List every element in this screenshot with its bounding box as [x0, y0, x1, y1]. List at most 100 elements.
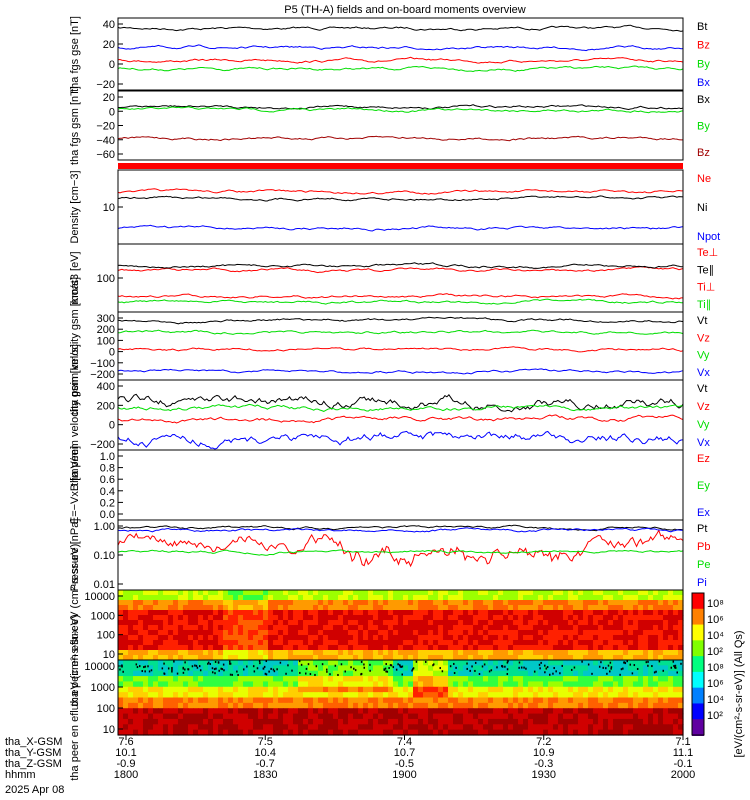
spectrogram-cell [648, 600, 654, 606]
spectrogram-cell [138, 655, 144, 661]
spectrogram-cell [173, 729, 179, 736]
spectrogram-cell [303, 681, 309, 688]
spectrogram-cell [363, 681, 369, 688]
spectrogram-cell [203, 590, 209, 596]
spectrogram-cell [443, 676, 449, 683]
spectrogram-cell [273, 650, 279, 656]
spectrogram-cell [558, 655, 564, 661]
spectrogram-cell [358, 676, 364, 683]
spectrogram-cell [568, 697, 574, 704]
spectrogram-dropout [507, 660, 509, 663]
spectrogram-cell [238, 692, 244, 699]
spectrogram-cell [613, 615, 619, 621]
spectrogram-cell [263, 708, 269, 715]
spectrogram-cell [498, 615, 504, 621]
spectrogram-cell [408, 660, 414, 666]
spectrogram-cell [288, 615, 294, 621]
spectrogram-cell [588, 681, 594, 688]
spectrogram-cell [503, 718, 509, 725]
spectrogram-cell [568, 595, 574, 601]
spectrogram-cell [623, 600, 629, 606]
spectrogram-cell [148, 702, 154, 709]
spectrogram-cell [253, 718, 259, 725]
colorbar-tick-label: 10² [707, 710, 723, 722]
spectrogram-cell [483, 630, 489, 636]
spectrogram-cell [488, 625, 494, 631]
spectrogram-dropout [222, 663, 225, 666]
spectrogram-cell [463, 718, 469, 725]
spectrogram-cell [508, 605, 514, 611]
legend-Ti⊥: Ti⊥ [697, 282, 715, 294]
spectrogram-cell [148, 590, 154, 596]
spectrogram-cell [408, 670, 414, 677]
spectrogram-cell [358, 713, 364, 720]
footer-value: 1900 [392, 769, 416, 781]
spectrogram-cell [318, 702, 324, 709]
spectrogram-cell [453, 595, 459, 601]
spectrogram-cell [348, 660, 354, 666]
spectrogram-cell [468, 702, 474, 709]
spectrogram-dropout [549, 673, 551, 676]
spectrogram-cell [483, 655, 489, 661]
spectrogram-cell [513, 630, 519, 636]
spectrogram-cell [573, 650, 579, 656]
spectrogram-cell [468, 729, 474, 736]
spectrogram-cell [208, 595, 214, 601]
spectrogram-cell [298, 655, 304, 661]
spectrogram-cell [438, 650, 444, 656]
y-tick-label: 0.2 [100, 497, 115, 509]
spectrogram-cell [528, 620, 534, 626]
spectrogram-cell [358, 605, 364, 611]
spectrogram-cell [273, 665, 279, 672]
spectrogram-cell [288, 729, 294, 736]
spectrogram-cell [598, 724, 604, 731]
spectrogram-cell [223, 724, 229, 731]
spectrogram-cell [598, 670, 604, 677]
y-tick-label: 100 [97, 273, 115, 285]
spectrogram-cell [248, 702, 254, 709]
spectrogram-cell [668, 655, 674, 661]
spectrogram-dropout [161, 667, 164, 670]
spectrogram-cell [328, 665, 334, 672]
spectrogram-cell [493, 681, 499, 688]
spectrogram-cell [268, 630, 274, 636]
spectrogram-cell [488, 650, 494, 656]
spectrogram-cell [128, 610, 134, 616]
spectrogram-cell [248, 630, 254, 636]
spectrogram-dropout [620, 668, 623, 671]
spectrogram-dropout [287, 664, 289, 667]
spectrogram-cell [168, 615, 174, 621]
spectrogram-cell [653, 686, 659, 693]
spectrogram-cell [383, 605, 389, 611]
spectrogram-cell [573, 590, 579, 596]
spectrogram-cell [223, 610, 229, 616]
spectrogram-cell [488, 686, 494, 693]
spectrogram-cell [163, 615, 169, 621]
spectrogram-cell [198, 605, 204, 611]
spectrogram-cell [513, 645, 519, 651]
spectrogram-cell [618, 600, 624, 606]
spectrogram-cell [263, 692, 269, 699]
spectrogram-cell [528, 635, 534, 641]
spectrogram-cell [133, 665, 139, 672]
spectrogram-cell [348, 724, 354, 731]
spectrogram-cell [218, 640, 224, 646]
spectrogram-cell [183, 615, 189, 621]
spectrogram-cell [183, 620, 189, 626]
spectrogram-cell [418, 590, 424, 596]
spectrogram-cell [368, 718, 374, 725]
spectrogram-dropout [229, 673, 232, 676]
spectrogram-cell [363, 635, 369, 641]
spectrogram-cell [333, 620, 339, 626]
spectrogram-dropout [184, 668, 186, 671]
spectrogram-cell [498, 655, 504, 661]
spectrogram-dropout [211, 671, 214, 674]
spectrogram-cell [323, 697, 329, 704]
spectrogram-cell [168, 630, 174, 636]
spectrogram-cell [493, 620, 499, 626]
spectrogram-cell [143, 686, 149, 693]
spectrogram-cell [578, 600, 584, 606]
spectrogram-cell [493, 713, 499, 720]
spectrogram-dropout [412, 668, 414, 671]
spectrogram-cell [218, 713, 224, 720]
